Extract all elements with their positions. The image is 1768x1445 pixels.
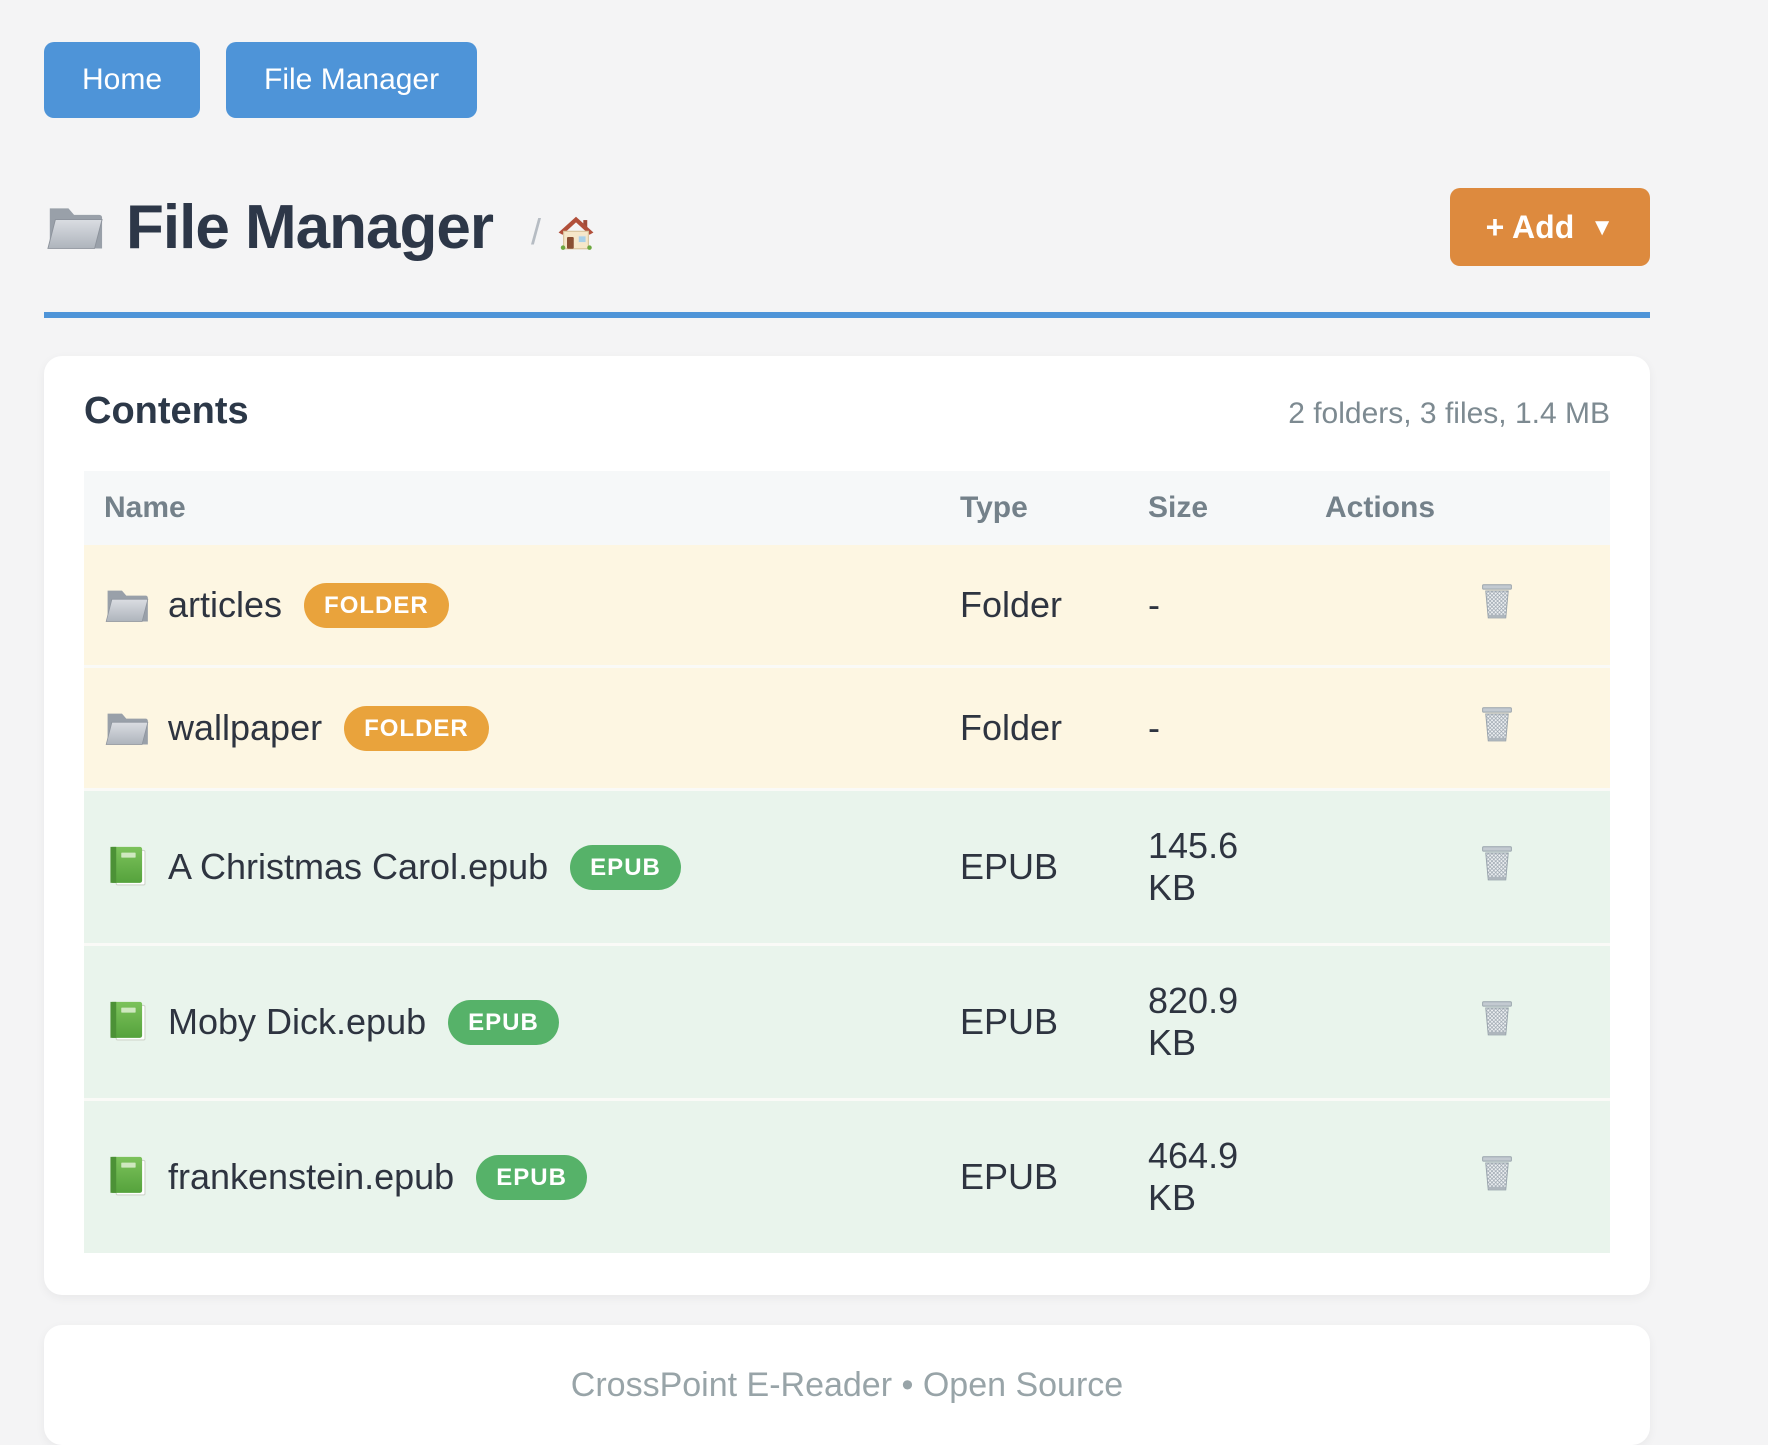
folder-badge: FOLDER	[304, 582, 449, 628]
trash-icon	[1477, 1152, 1517, 1194]
home-icon[interactable]	[557, 215, 595, 251]
contents-header: Contents 2 folders, 3 files, 1.4 MB	[84, 390, 1610, 433]
size-cell: -	[1128, 666, 1305, 791]
contents-summary: 2 folders, 3 files, 1.4 MB	[1288, 397, 1610, 430]
file-table: Name Type Size Actions articles FOLDER	[84, 471, 1610, 1253]
add-button-label: + Add	[1485, 208, 1575, 245]
size-cell: 464.9 KB	[1128, 1099, 1305, 1253]
trash-icon	[1477, 842, 1517, 884]
item-name-link[interactable]: Moby Dick.epub	[168, 1001, 427, 1042]
folder-badge: FOLDER	[344, 705, 489, 751]
type-cell: EPUB	[940, 789, 1128, 946]
table-row: articles FOLDER Folder -	[84, 545, 1610, 668]
column-header-name: Name	[84, 471, 940, 545]
column-header-size: Size	[1128, 471, 1305, 545]
trash-icon	[1477, 703, 1517, 745]
table-row: A Christmas Carol.epub EPUB EPUB 145.6 K…	[84, 789, 1610, 946]
type-cell: Folder	[940, 666, 1128, 791]
item-name-link[interactable]: wallpaper	[168, 707, 323, 748]
item-name-link[interactable]: frankenstein.epub	[168, 1156, 455, 1197]
green-book-icon	[104, 999, 150, 1045]
delete-button[interactable]	[1475, 702, 1519, 746]
item-name-link[interactable]: A Christmas Carol.epub	[168, 846, 549, 887]
epub-badge: EPUB	[448, 999, 559, 1045]
title-group: File Manager /	[44, 192, 595, 263]
footer-card: CrossPoint E-Reader • Open Source	[44, 1325, 1650, 1445]
epub-badge: EPUB	[570, 844, 681, 890]
size-cell: 145.6 KB	[1128, 789, 1305, 946]
home-nav-button[interactable]: Home	[44, 42, 201, 118]
size-cell: 820.9 KB	[1128, 944, 1305, 1101]
delete-button[interactable]	[1475, 996, 1519, 1040]
table-header-row: Name Type Size Actions	[84, 471, 1610, 545]
chevron-down-icon: ▼	[1590, 214, 1614, 241]
add-button[interactable]: + Add ▼	[1449, 188, 1650, 266]
delete-button[interactable]	[1475, 579, 1519, 623]
delete-button[interactable]	[1475, 1151, 1519, 1195]
header-divider	[44, 312, 1650, 318]
page-header: File Manager / + Add ▼	[44, 188, 1650, 266]
contents-card: Contents 2 folders, 3 files, 1.4 MB Name…	[44, 356, 1650, 1295]
green-book-icon	[104, 1154, 150, 1200]
size-cell: -	[1128, 545, 1305, 668]
delete-button[interactable]	[1475, 841, 1519, 885]
table-row: wallpaper FOLDER Folder -	[84, 666, 1610, 791]
column-header-type: Type	[940, 471, 1128, 545]
breadcrumb-separator: /	[531, 211, 542, 252]
type-cell: EPUB	[940, 1099, 1128, 1253]
item-name-link[interactable]: articles	[168, 584, 283, 625]
folder-icon	[104, 705, 150, 751]
epub-badge: EPUB	[476, 1154, 587, 1200]
contents-title: Contents	[84, 390, 249, 432]
footer-text: CrossPoint E-Reader • Open Source	[570, 1365, 1124, 1404]
column-header-actions: Actions	[1305, 471, 1610, 545]
folder-icon	[104, 582, 150, 628]
type-cell: Folder	[940, 545, 1128, 668]
trash-icon	[1477, 997, 1517, 1039]
trash-icon	[1477, 580, 1517, 622]
table-row: frankenstein.epub EPUB EPUB 464.9 KB	[84, 1099, 1610, 1253]
type-cell: EPUB	[940, 944, 1128, 1101]
table-row: Moby Dick.epub EPUB EPUB 820.9 KB	[84, 944, 1610, 1101]
top-navigation: Home File Manager	[44, 42, 1650, 118]
page-title: File Manager	[126, 192, 494, 262]
file-manager-nav-button[interactable]: File Manager	[226, 42, 478, 118]
green-book-icon	[104, 844, 150, 890]
file-manager-page: Home File Manager File Manager / + Add ▼…	[44, 0, 1650, 1445]
folder-icon	[44, 199, 106, 255]
